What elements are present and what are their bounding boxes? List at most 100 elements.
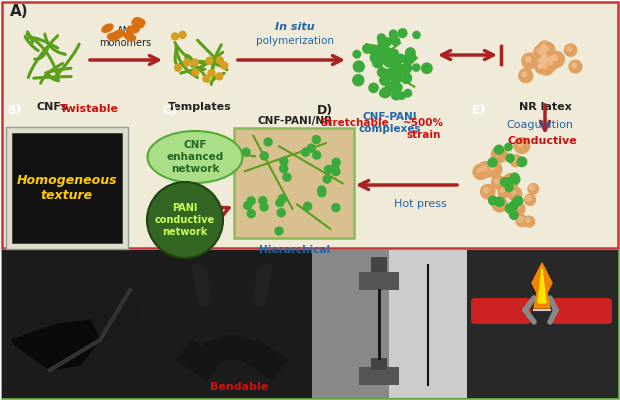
Circle shape [501, 177, 512, 188]
Circle shape [384, 58, 392, 66]
Circle shape [484, 188, 489, 193]
Circle shape [380, 76, 389, 85]
Circle shape [397, 54, 405, 62]
Circle shape [539, 55, 553, 69]
Circle shape [332, 168, 340, 176]
Text: ~500%
strain: ~500% strain [403, 118, 444, 140]
Circle shape [381, 54, 389, 62]
Circle shape [216, 73, 223, 80]
Circle shape [489, 196, 497, 205]
Circle shape [505, 179, 510, 184]
Circle shape [512, 157, 517, 162]
Text: CNF-PANI/NR: CNF-PANI/NR [257, 116, 332, 126]
Circle shape [275, 227, 283, 235]
Circle shape [392, 76, 401, 84]
Circle shape [373, 58, 383, 68]
Circle shape [221, 62, 228, 69]
Circle shape [549, 52, 564, 67]
Circle shape [503, 179, 507, 183]
Ellipse shape [124, 33, 135, 41]
Bar [389, 250, 467, 398]
Circle shape [308, 144, 316, 152]
Circle shape [380, 55, 389, 64]
Circle shape [525, 218, 530, 222]
Circle shape [498, 186, 510, 198]
Polygon shape [532, 263, 552, 308]
Circle shape [502, 175, 517, 190]
Circle shape [508, 187, 521, 201]
Bar [312, 250, 467, 398]
Circle shape [549, 56, 554, 61]
Circle shape [317, 186, 326, 194]
Text: B): B) [7, 104, 22, 117]
Circle shape [378, 68, 386, 77]
Circle shape [477, 162, 494, 178]
Circle shape [538, 64, 542, 68]
Circle shape [353, 61, 364, 72]
Circle shape [538, 55, 552, 69]
Text: Stretchable: Stretchable [320, 118, 389, 128]
Circle shape [504, 178, 513, 187]
Circle shape [312, 151, 321, 159]
Circle shape [260, 203, 268, 211]
Circle shape [510, 211, 518, 219]
Circle shape [507, 177, 511, 181]
Circle shape [398, 92, 405, 99]
Circle shape [506, 154, 514, 162]
Circle shape [538, 53, 552, 68]
Circle shape [172, 33, 179, 40]
Bar [359, 367, 399, 385]
Circle shape [276, 199, 284, 207]
Circle shape [247, 197, 255, 205]
Circle shape [519, 69, 533, 83]
Text: Hierarchical: Hierarchical [259, 245, 330, 255]
Text: CNF-PANI
complexes: CNF-PANI complexes [359, 112, 422, 134]
Circle shape [492, 176, 505, 189]
Bar [312, 250, 389, 398]
Bar [157, 250, 312, 398]
Ellipse shape [132, 20, 143, 28]
Circle shape [363, 44, 372, 53]
Bar [359, 272, 399, 290]
Circle shape [518, 216, 523, 222]
Circle shape [546, 58, 558, 70]
Ellipse shape [102, 24, 113, 32]
Circle shape [370, 53, 381, 63]
Circle shape [526, 196, 531, 201]
Circle shape [539, 42, 555, 58]
Circle shape [505, 143, 512, 151]
Circle shape [379, 89, 388, 97]
Circle shape [564, 44, 577, 56]
Circle shape [384, 54, 392, 62]
Circle shape [422, 63, 432, 74]
Polygon shape [15, 285, 140, 350]
Circle shape [517, 157, 527, 166]
Text: Hot press: Hot press [394, 199, 446, 209]
Circle shape [370, 46, 379, 56]
Circle shape [242, 148, 250, 156]
Ellipse shape [133, 18, 145, 26]
Circle shape [378, 34, 386, 42]
FancyBboxPatch shape [234, 128, 354, 238]
Circle shape [495, 197, 504, 206]
Circle shape [203, 75, 210, 82]
Circle shape [505, 184, 513, 192]
Circle shape [525, 194, 536, 205]
Circle shape [386, 56, 394, 64]
Circle shape [192, 69, 199, 76]
Circle shape [260, 152, 268, 160]
Circle shape [567, 47, 572, 51]
Circle shape [280, 165, 288, 173]
Circle shape [528, 184, 539, 194]
Circle shape [405, 48, 415, 57]
Circle shape [216, 57, 223, 64]
Circle shape [524, 216, 534, 227]
Text: NR latex: NR latex [518, 102, 572, 112]
Circle shape [542, 58, 547, 63]
Bar [6, 127, 128, 249]
Text: A): A) [10, 4, 29, 19]
Polygon shape [12, 320, 100, 370]
Circle shape [542, 63, 547, 69]
Circle shape [546, 53, 560, 67]
Circle shape [192, 59, 198, 66]
